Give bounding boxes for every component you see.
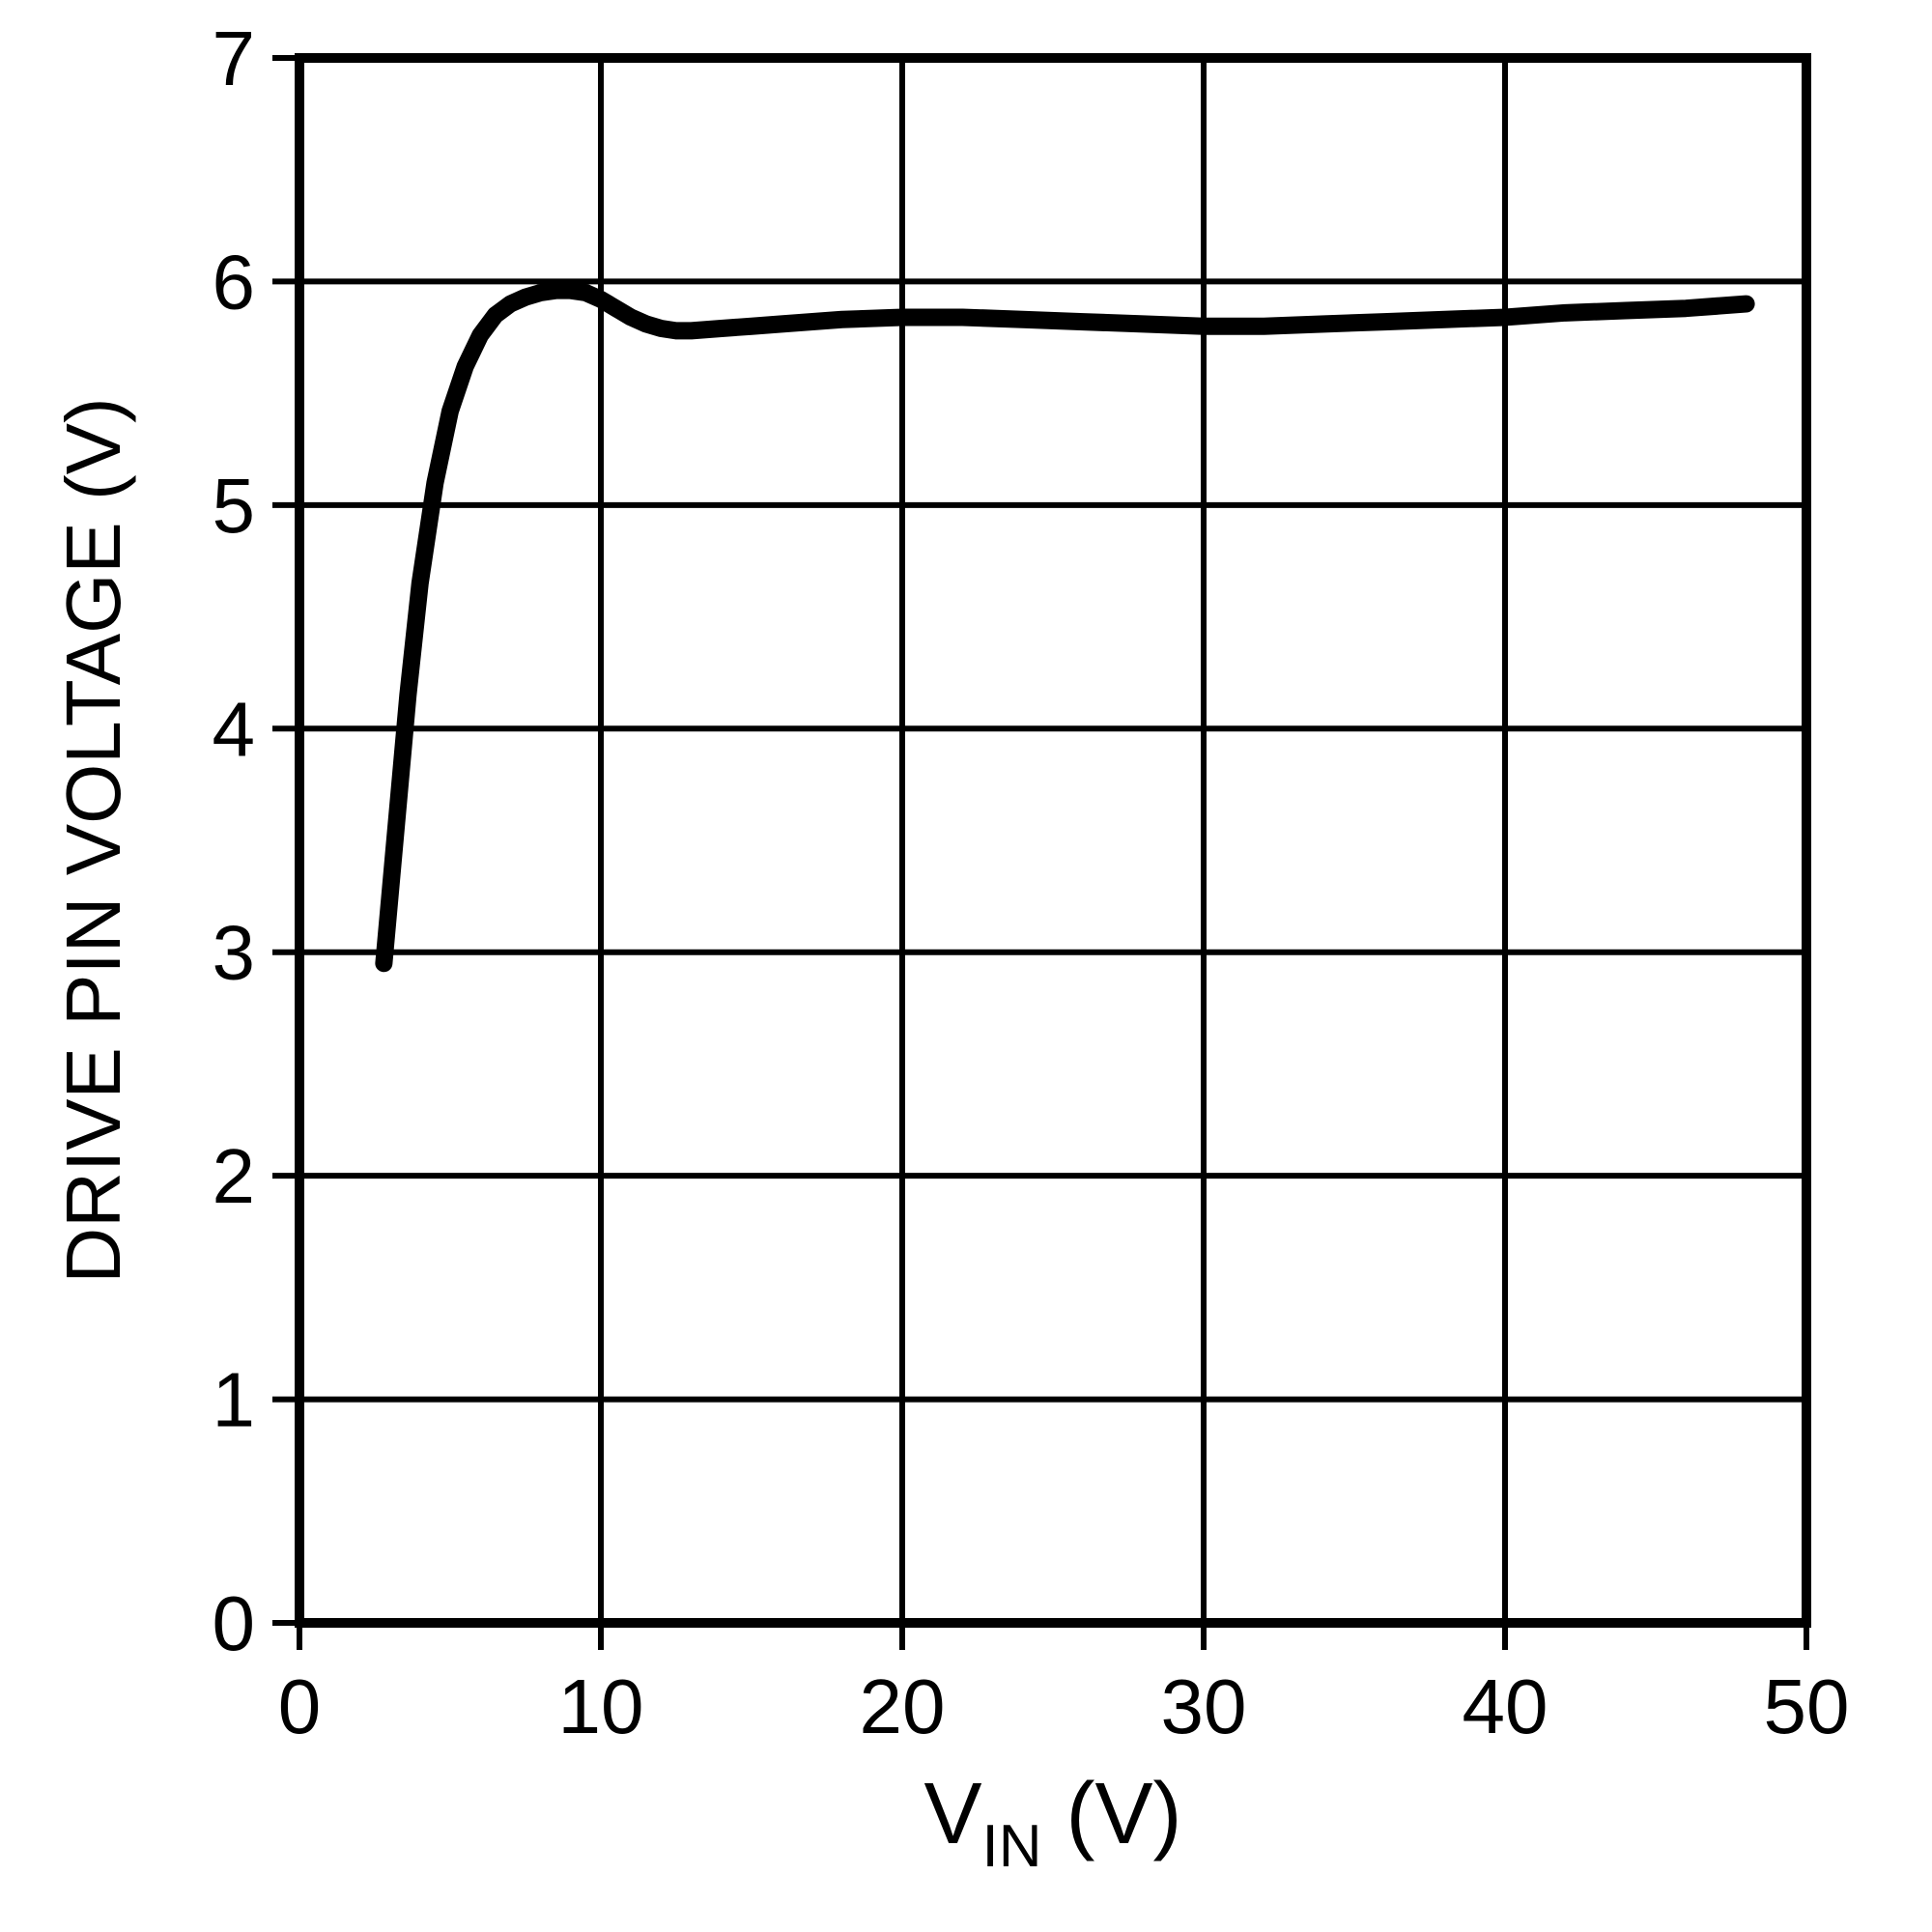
chart-background bbox=[0, 0, 1932, 1932]
x-tick-label: 0 bbox=[278, 1663, 322, 1749]
x-tick-label: 40 bbox=[1463, 1663, 1548, 1749]
y-tick-label: 2 bbox=[213, 1133, 256, 1219]
chart-container: 0102030405001234567VIN (V)DRIVE PIN VOLT… bbox=[0, 0, 1932, 1932]
y-axis-label: DRIVE PIN VOLTAGE (V) bbox=[50, 397, 136, 1283]
y-tick-label: 3 bbox=[213, 910, 256, 996]
x-tick-label: 30 bbox=[1161, 1663, 1247, 1749]
y-tick-label: 5 bbox=[213, 463, 256, 549]
x-tick-label: 20 bbox=[860, 1663, 946, 1749]
line-chart: 0102030405001234567VIN (V)DRIVE PIN VOLT… bbox=[0, 0, 1932, 1932]
y-tick-label: 0 bbox=[213, 1580, 256, 1666]
y-tick-label: 4 bbox=[213, 686, 256, 772]
x-tick-label: 50 bbox=[1764, 1663, 1850, 1749]
x-tick-label: 10 bbox=[558, 1663, 644, 1749]
y-tick-label: 6 bbox=[213, 239, 256, 325]
y-tick-label: 7 bbox=[213, 15, 256, 101]
y-tick-label: 1 bbox=[213, 1357, 256, 1443]
